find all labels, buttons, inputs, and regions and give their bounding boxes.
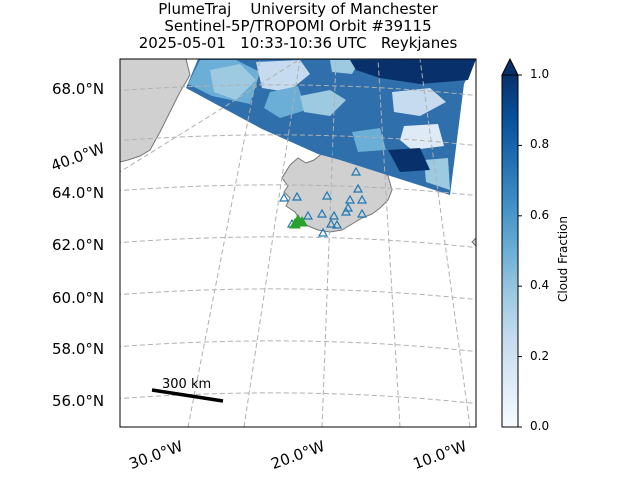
- norway-coast: [471, 237, 476, 247]
- lat-label-68: 68.0°N: [52, 80, 105, 98]
- volcano-marker: [321, 190, 333, 200]
- volcano-marker: [278, 192, 290, 202]
- volcano-marker: [325, 218, 337, 228]
- volcano-marker: [331, 219, 343, 229]
- lat-label-60: 60.0°N: [52, 289, 105, 307]
- colorbar-tick-0-4: 0.4: [530, 278, 550, 292]
- volcano-marker: [317, 227, 329, 237]
- volcano-marker: [342, 202, 354, 212]
- scale-bar: [151, 388, 224, 403]
- volcano-marker: [316, 208, 328, 218]
- colorbar: [501, 57, 522, 428]
- volcano-marker: [329, 144, 341, 154]
- volcano-markers: [278, 144, 368, 237]
- colorbar-tick-0-2: 0.2: [530, 349, 550, 363]
- colorbar-label: Cloud Fraction: [556, 216, 570, 302]
- cloud-fraction-swath: [186, 59, 476, 195]
- active-volcano-markers: [289, 213, 308, 229]
- title-line-2: Sentinel-5P/TROPOMI Orbit #39115: [164, 17, 432, 35]
- volcano-marker: [356, 208, 368, 218]
- graticule: [120, 59, 476, 427]
- volcano-marker: [350, 166, 362, 176]
- title-line-3: 2025-05-01 10:33-10:36 UTC Reykjanes: [138, 34, 458, 52]
- colorbar-tick-1: 1.0: [530, 67, 550, 81]
- volcano-marker: [344, 194, 356, 204]
- scale-bar-label: 300 km: [162, 377, 212, 392]
- volcano-marker: [356, 194, 368, 204]
- map-frame: [119, 58, 477, 428]
- volcano-marker: [352, 183, 364, 193]
- lat-label-64: 64.0°N: [52, 184, 105, 202]
- colorbar-tick-0-6: 0.6: [530, 208, 550, 222]
- lat-label-62: 62.0°N: [52, 236, 105, 254]
- lat-label-58: 58.0°N: [52, 340, 105, 358]
- lat-label-56: 56.0°N: [52, 392, 105, 410]
- colorbar-tick-0-8: 0.8: [530, 137, 550, 151]
- volcano-marker: [328, 210, 340, 220]
- title-line-1: PlumeTraj University of Manchester: [158, 0, 438, 18]
- volcano-marker: [302, 210, 314, 220]
- greenland-landmass: [120, 59, 191, 163]
- colorbar-tick-0: 0.0: [530, 419, 550, 433]
- colorbar-extend-arrow: [501, 57, 519, 76]
- volcano-marker: [291, 191, 303, 201]
